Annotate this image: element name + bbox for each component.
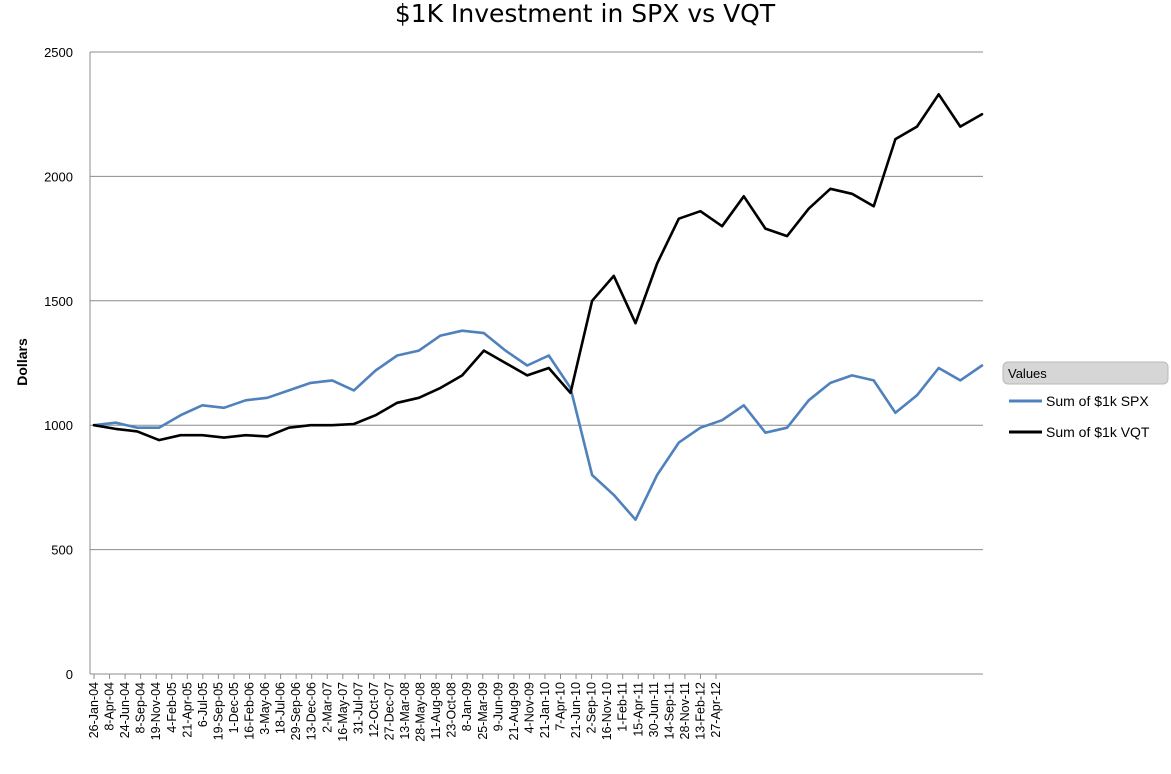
x-axis-ticks: 26-Jan-04 8-Apr-04 24-Jun-04 8-Sep-04 19-Nov… xyxy=(87,674,723,742)
legend-items: Sum of $1k SPX Sum of $1k VQT xyxy=(1009,393,1150,440)
y-tick-label: 2500 xyxy=(44,45,73,60)
x-tick-label: 18-Jul-06 xyxy=(274,682,288,734)
y-tick-label: 2000 xyxy=(44,169,73,184)
x-tick-label: 21-Jan-10 xyxy=(538,682,552,738)
x-tick-label: 21-Apr-05 xyxy=(180,682,194,738)
x-tick-label: 4-Nov-09 xyxy=(522,682,536,733)
x-tick-label: 1-Dec-05 xyxy=(227,682,241,733)
legend: Values Sum of $1k SPX Sum of $1k VQT xyxy=(1002,361,1169,440)
x-tick-label: 29-Sep-06 xyxy=(289,682,303,740)
x-tick-label: 24-Jun-04 xyxy=(118,682,132,738)
x-tick-label: 15-Apr-11 xyxy=(631,682,645,737)
x-tick-label: 12-Oct-07 xyxy=(367,682,381,738)
x-tick-label: 6-Jul-05 xyxy=(196,682,210,727)
y-axis-ticks: 0 500 1000 1500 2000 2500 xyxy=(44,45,73,682)
y-tick-label: 1000 xyxy=(44,418,73,433)
x-tick-label: 31-Jul-07 xyxy=(351,682,365,734)
x-tick-label: 16-May-07 xyxy=(336,682,350,742)
x-tick-label: 3-May-06 xyxy=(258,682,272,735)
x-tick-label: 19-Nov-04 xyxy=(149,682,163,740)
y-axis-label: Dollars xyxy=(14,338,30,386)
x-tick-label: 23-Oct-08 xyxy=(445,682,459,738)
x-tick-label: 13-Dec-06 xyxy=(305,682,319,740)
x-tick-label: 25-Mar-09 xyxy=(476,682,490,740)
x-tick-label: 16-Nov-10 xyxy=(600,682,614,740)
x-tick-label: 8-Jan-09 xyxy=(460,682,474,731)
legend-label: Sum of $1k SPX xyxy=(1046,393,1149,409)
x-tick-label: 30-Jun-11 xyxy=(647,682,661,737)
series-line-vqt xyxy=(92,93,984,442)
x-tick-label: 19-Sep-05 xyxy=(211,682,225,740)
x-tick-label: 14-Sep-11 xyxy=(662,682,676,739)
x-tick-label: 13-Feb-12 xyxy=(693,682,707,740)
x-tick-label: 27-Dec-07 xyxy=(382,682,396,740)
y-tick-label: 0 xyxy=(66,667,73,682)
x-tick-label: 28-Nov-11 xyxy=(678,682,692,739)
x-tick-label: 4-Feb-05 xyxy=(165,682,179,733)
x-tick-label: 9-Jun-09 xyxy=(491,682,505,731)
y-tick-label: 1500 xyxy=(44,294,73,309)
x-tick-label: 1-Feb-11 xyxy=(616,682,630,732)
x-tick-label: 16-Feb-06 xyxy=(243,682,257,740)
x-tick-label: 8-Sep-04 xyxy=(134,682,148,733)
gridlines xyxy=(90,51,983,551)
x-tick-label: 21-Aug-09 xyxy=(507,682,521,740)
x-tick-label: 8-Apr-04 xyxy=(103,682,117,731)
x-tick-label: 13-Mar-08 xyxy=(398,682,412,740)
axis-lines xyxy=(89,52,983,675)
x-tick-label: 2-Mar-07 xyxy=(320,682,334,733)
x-tick-label: 11-Aug-08 xyxy=(429,682,443,739)
x-tick-label: 21-Jun-10 xyxy=(569,682,583,738)
x-tick-label: 7-Apr-10 xyxy=(554,682,568,731)
series-lines xyxy=(92,93,984,522)
legend-header: Values xyxy=(1008,366,1047,381)
x-tick-label: 28-May-08 xyxy=(414,682,428,742)
x-tick-label: 2-Sep-10 xyxy=(585,682,599,733)
legend-label: Sum of $1k VQT xyxy=(1046,424,1150,440)
legend-header-box[interactable] xyxy=(1002,361,1169,385)
chart-title: $1K Investment in SPX vs VQT xyxy=(395,0,776,28)
x-tick-label: 26-Jan-04 xyxy=(87,682,101,738)
y-tick-label: 500 xyxy=(51,543,73,558)
series-line-spx xyxy=(92,329,984,522)
x-tick-label: 27-Apr-12 xyxy=(709,682,723,738)
